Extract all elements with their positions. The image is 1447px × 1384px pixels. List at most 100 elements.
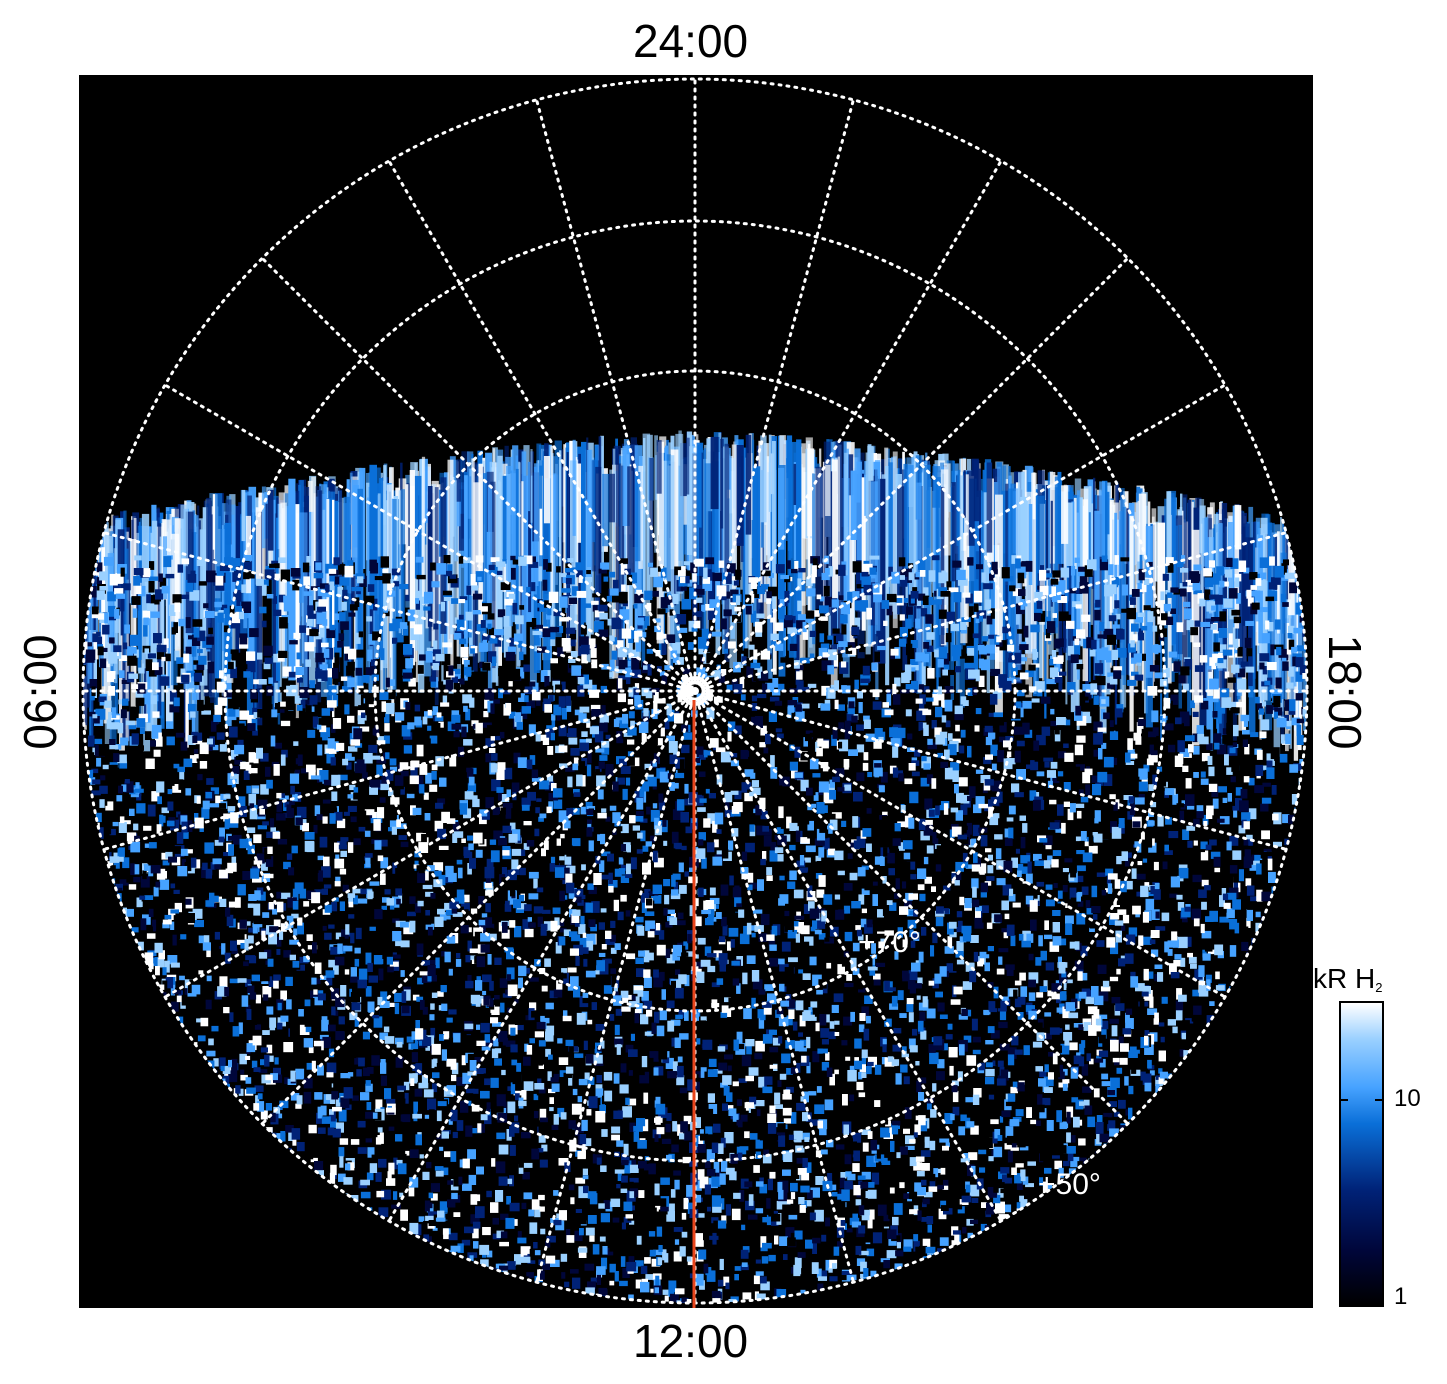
emission-pixel <box>176 1179 183 1188</box>
emission-pixel <box>463 739 473 746</box>
emission-pixel <box>392 637 398 644</box>
emission-pixel <box>101 917 109 927</box>
emission-pixel <box>145 1230 151 1238</box>
emission-pixel <box>1270 644 1275 656</box>
emission-pixel <box>324 1243 331 1252</box>
emission-pixel <box>87 735 95 747</box>
emission-pixel <box>1200 778 1209 785</box>
emission-streak <box>643 438 646 618</box>
emission-pixel <box>395 1057 404 1068</box>
emission-pixel <box>89 1058 99 1065</box>
emission-pixel <box>353 1219 361 1229</box>
emission-pixel <box>1175 1010 1183 1021</box>
emission-pixel <box>193 749 199 754</box>
emission-pixel <box>584 1263 595 1271</box>
emission-pixel <box>717 1279 724 1287</box>
emission-pixel <box>899 1013 907 1018</box>
emission-pixel <box>119 963 125 975</box>
emission-pixel <box>916 1080 922 1093</box>
emission-streak <box>1119 488 1125 676</box>
emission-pixel <box>86 1070 96 1076</box>
emission-streak <box>1187 499 1192 611</box>
emission-pixel <box>1261 891 1271 902</box>
emission-pixel <box>1150 1260 1155 1268</box>
emission-pixel <box>794 1284 805 1289</box>
emission-pixel <box>1277 1215 1287 1225</box>
emission-pixel <box>1275 1090 1281 1097</box>
emission-pixel <box>1268 1154 1276 1160</box>
emission-pixel <box>1036 881 1045 887</box>
emission-pixel <box>96 1214 107 1222</box>
emission-streak <box>1044 500 1047 719</box>
emission-pixel <box>763 747 769 754</box>
emission-pixel <box>310 1240 318 1253</box>
emission-pixel <box>603 985 613 994</box>
emission-pixel <box>1039 1211 1049 1223</box>
emission-pixel <box>833 993 844 1003</box>
emission-pixel <box>293 1267 303 1273</box>
emission-pixel <box>1149 1154 1158 1160</box>
emission-streak <box>543 456 550 524</box>
emission-pixel <box>866 808 872 814</box>
emission-pixel <box>489 839 497 845</box>
emission-pixel <box>126 1095 132 1104</box>
emission-pixel <box>658 1306 663 1308</box>
emission-pixel <box>567 712 575 719</box>
emission-pixel <box>1297 1232 1305 1242</box>
emission-pixel <box>956 1263 964 1273</box>
emission-pixel <box>1299 1039 1304 1047</box>
emission-pixel <box>260 1110 268 1120</box>
emission-streak <box>561 449 564 584</box>
emission-pixel <box>1267 1082 1275 1092</box>
emission-pixel <box>654 1011 660 1024</box>
emission-pixel <box>510 555 516 561</box>
emission-pixel <box>83 984 86 993</box>
emission-pixel <box>1285 1077 1296 1087</box>
emission-pixel <box>1221 1094 1229 1105</box>
emission-pixel <box>275 1145 284 1151</box>
emission-pixel <box>1300 586 1307 592</box>
emission-pixel <box>654 1134 659 1142</box>
emission-pixel <box>1096 872 1107 877</box>
emission-pixel <box>91 979 100 985</box>
emission-pixel <box>783 1118 792 1124</box>
emission-pixel <box>159 879 170 890</box>
emission-pixel <box>147 804 156 817</box>
emission-streak <box>704 463 712 570</box>
emission-pixel <box>531 691 541 701</box>
emission-pixel <box>1201 901 1207 910</box>
emission-pixel <box>126 1229 131 1238</box>
emission-pixel <box>490 1306 496 1308</box>
emission-pixel <box>665 1123 671 1133</box>
emission-pixel <box>1277 1074 1284 1084</box>
emission-pixel <box>1143 1202 1149 1212</box>
emission-pixel <box>1280 914 1286 921</box>
emission-pixel <box>292 1224 297 1236</box>
emission-pixel <box>213 1223 223 1235</box>
emission-pixel <box>1065 915 1074 924</box>
emission-pixel <box>270 1169 276 1181</box>
emission-pixel <box>1210 617 1221 622</box>
emission-streak <box>392 499 397 697</box>
emission-pixel <box>824 1099 834 1111</box>
emission-pixel <box>1099 1285 1105 1292</box>
emission-pixel <box>130 1239 139 1250</box>
emission-pixel <box>473 1241 479 1249</box>
emission-pixel <box>371 1132 378 1138</box>
emission-pixel <box>532 630 542 636</box>
emission-pixel <box>834 1069 839 1075</box>
emission-pixel <box>314 1283 322 1295</box>
emission-pixel <box>431 1303 440 1308</box>
emission-pixel <box>734 606 741 612</box>
emission-streak <box>846 442 855 646</box>
emission-pixel <box>484 1295 489 1303</box>
emission-pixel <box>1296 895 1302 905</box>
emission-pixel <box>83 1165 87 1171</box>
emission-pixel <box>122 1098 132 1109</box>
emission-pixel <box>1213 687 1220 699</box>
emission-pixel <box>557 1038 563 1044</box>
emission-pixel <box>124 624 130 634</box>
label-18h: 18:00 <box>1319 634 1371 750</box>
emission-pixel <box>984 962 990 972</box>
emission-pixel <box>576 850 581 863</box>
